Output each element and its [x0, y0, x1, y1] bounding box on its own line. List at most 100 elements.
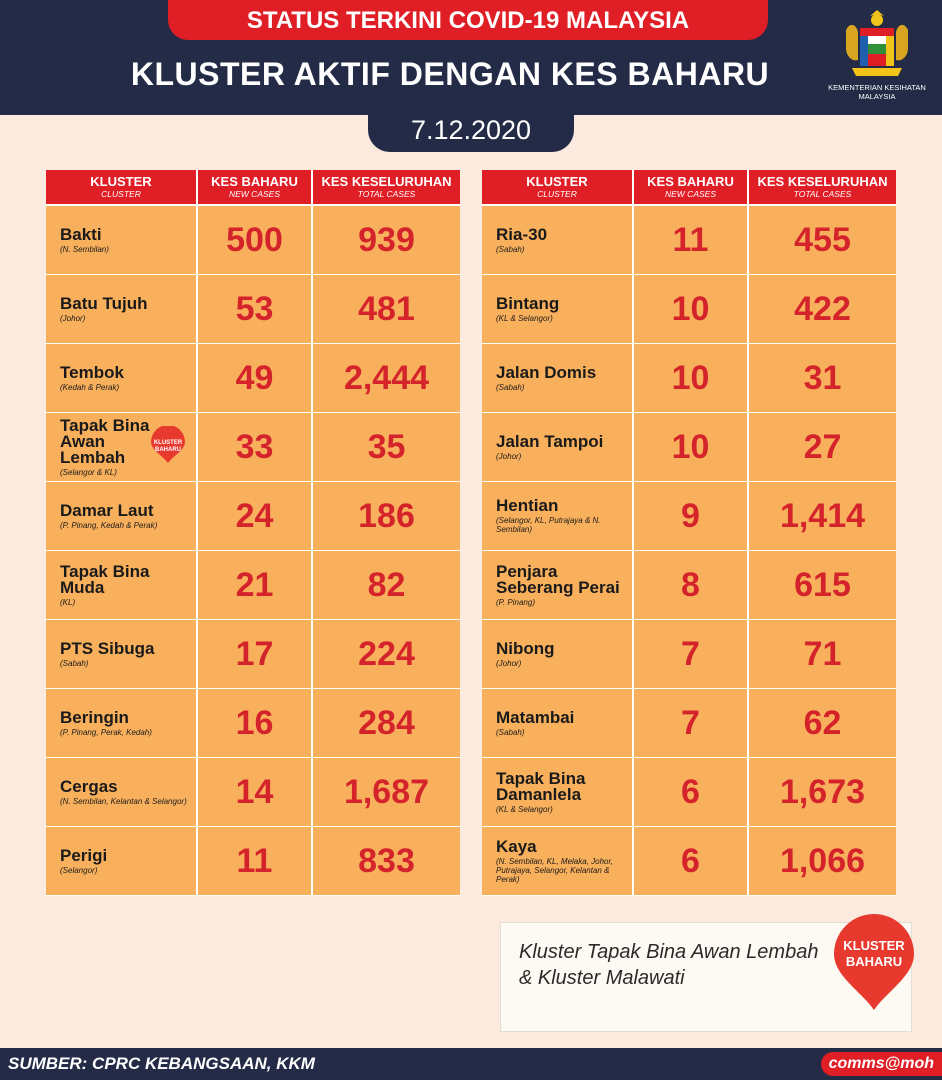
cluster-name: Batu Tujuh: [60, 293, 148, 313]
cluster-name: Jalan Domis: [496, 362, 597, 382]
cluster-name: Tembok: [60, 362, 124, 382]
total-cases-value: 224: [313, 620, 460, 688]
table-row: Bakti (N. Sembilan) 500 939: [46, 206, 460, 274]
date-label: 7.12.2020: [368, 108, 574, 152]
new-cases-value: 24: [198, 482, 311, 550]
cluster-location: (Johor): [60, 313, 86, 323]
cluster-name: Matambai: [496, 707, 575, 727]
total-cases-value: 2,444: [313, 344, 460, 412]
table-row: Tapak Bina Muda (KL) 21 82: [46, 551, 460, 619]
cluster-table-right: KLUSTER CLUSTER KES BAHARU NEW CASES KES…: [482, 170, 896, 896]
new-cases-value: 11: [634, 206, 747, 274]
table-row: Bintang (KL & Selangor) 10 422: [482, 275, 896, 343]
cluster-cell: Bakti (N. Sembilan): [46, 206, 196, 274]
total-cases-value: 833: [313, 827, 460, 895]
new-cases-value: 16: [198, 689, 311, 757]
cluster-cell: Beringin (P. Pinang, Perak, Kedah): [46, 689, 196, 757]
cluster-location: (KL & Selangor): [496, 804, 553, 814]
table-row: Penjara Seberang Perai (P. Pinang) 8 615: [482, 551, 896, 619]
table-row: Matambai (Sabah) 7 62: [482, 689, 896, 757]
cluster-cell: Tapak Bina Awan Lembah (Selangor & KL) KLU…: [46, 413, 196, 481]
cluster-location: (P. Pinang): [496, 597, 535, 607]
new-cases-value: 33: [198, 413, 311, 481]
status-banner: STATUS TERKINI COVID-19 MALAYSIA: [168, 0, 768, 40]
total-cases-value: 1,066: [749, 827, 896, 895]
cluster-cell: Matambai (Sabah): [482, 689, 632, 757]
total-cases-value: 284: [313, 689, 460, 757]
table-row: Hentian (Selangor, KL, Putrajaya & N. Sem…: [482, 482, 896, 550]
cluster-cell: Kaya (N. Sembilan, KL, Melaka, Johor, Put…: [482, 827, 632, 895]
total-cases-value: 1,687: [313, 758, 460, 826]
ministry-logo: KEMENTERIAN KESIHATAN MALAYSIA: [822, 8, 932, 108]
cluster-name: Tapak Bina Awan Lembah: [60, 415, 150, 467]
cluster-location: (P. Pinang, Kedah & Perak): [60, 520, 158, 530]
cluster-cell: Damar Laut (P. Pinang, Kedah & Perak): [46, 482, 196, 550]
cluster-cell: Perigi (Selangor): [46, 827, 196, 895]
table-row: PTS Sibuga (Sabah) 17 224: [46, 620, 460, 688]
new-cases-value: 6: [634, 827, 747, 895]
new-cases-value: 17: [198, 620, 311, 688]
cluster-name: Ria-30: [496, 224, 548, 244]
header-total-cases: KES KESELURUHAN TOTAL CASES: [313, 170, 460, 204]
total-cases-value: 422: [749, 275, 896, 343]
new-cases-value: 7: [634, 620, 747, 688]
table-row: Tapak Bina Awan Lembah (Selangor & KL) KLU…: [46, 413, 460, 481]
table-row: Batu Tujuh (Johor) 53 481: [46, 275, 460, 343]
total-cases-value: 1,414: [749, 482, 896, 550]
cluster-location: (P. Pinang, Perak, Kedah): [60, 727, 152, 737]
new-cluster-note: Kluster Tapak Bina Awan Lembah & Kluster…: [500, 922, 912, 1032]
source-label: SUMBER: CPRC KEBANGSAAN, KKM: [8, 1054, 315, 1073]
cluster-cell: Jalan Tampoi (Johor): [482, 413, 632, 481]
cluster-cell: Tapak Bina Muda (KL): [46, 551, 196, 619]
cluster-name: Tapak Bina Damanlela: [496, 768, 586, 804]
table-header: KLUSTER CLUSTER KES BAHARU NEW CASES KES…: [482, 170, 896, 204]
header-total-cases: KES KESELURUHAN TOTAL CASES: [749, 170, 896, 204]
cluster-cell: Hentian (Selangor, KL, Putrajaya & N. Sem…: [482, 482, 632, 550]
total-cases-value: 455: [749, 206, 896, 274]
new-cases-value: 6: [634, 758, 747, 826]
table-row: Kaya (N. Sembilan, KL, Melaka, Johor, Put…: [482, 827, 896, 895]
cluster-table-left: KLUSTER CLUSTER KES BAHARU NEW CASES KES…: [46, 170, 460, 896]
table-row: Cergas (N. Sembilan, Kelantan & Selangor)…: [46, 758, 460, 826]
table-row: Perigi (Selangor) 11 833: [46, 827, 460, 895]
cluster-cell: PTS Sibuga (Sabah): [46, 620, 196, 688]
coat-of-arms-icon: [846, 10, 908, 76]
cluster-cell: Batu Tujuh (Johor): [46, 275, 196, 343]
new-cases-value: 10: [634, 344, 747, 412]
badge-label: KLUSTER: [154, 440, 183, 446]
new-cases-value: 11: [198, 827, 311, 895]
new-cases-value: 500: [198, 206, 311, 274]
note-text: Kluster Tapak Bina Awan Lembah & Kluster…: [519, 941, 819, 989]
comms-tag: comms@moh: [820, 1052, 942, 1076]
total-cases-value: 71: [749, 620, 896, 688]
cluster-name: Kaya: [496, 836, 537, 856]
cluster-name: Hentian: [496, 496, 559, 515]
cluster-location: (N. Sembilan, Kelantan & Selangor): [60, 796, 187, 806]
total-cases-value: 27: [749, 413, 896, 481]
cluster-name: Bintang: [496, 293, 560, 313]
ministry-name: KEMENTERIAN KESIHATAN MALAYSIA: [828, 83, 926, 101]
new-cases-value: 8: [634, 551, 747, 619]
header-new-cases: KES BAHARU NEW CASES: [198, 170, 311, 204]
header-cluster: KLUSTER CLUSTER: [482, 170, 632, 204]
cluster-location: (KL): [60, 597, 76, 607]
table-row: Jalan Domis (Sabah) 10 31: [482, 344, 896, 412]
table-row: Damar Laut (P. Pinang, Kedah & Perak) 24 18…: [46, 482, 460, 550]
table-row: Beringin (P. Pinang, Perak, Kedah) 16 284: [46, 689, 460, 757]
cluster-cell: Penjara Seberang Perai (P. Pinang): [482, 551, 632, 619]
cluster-name: Nibong: [496, 638, 555, 658]
cluster-cell: Nibong (Johor): [482, 620, 632, 688]
total-cases-value: 939: [313, 206, 460, 274]
total-cases-value: 481: [313, 275, 460, 343]
cluster-name: Cergas: [60, 776, 118, 796]
page-title: KLUSTER AKTIF DENGAN KES BAHARU: [130, 56, 770, 92]
cluster-location: (Sabah): [60, 658, 89, 668]
cluster-location: (N. Sembilan): [60, 244, 109, 254]
cluster-name: Penjara Seberang Perai: [496, 561, 620, 597]
cluster-location: (Johor): [496, 658, 522, 668]
new-cases-value: 53: [198, 275, 311, 343]
pin-label-line1: KLUSTER: [843, 938, 905, 953]
badge-label: BAHARU: [155, 447, 181, 453]
cluster-name: Beringin: [60, 707, 129, 727]
